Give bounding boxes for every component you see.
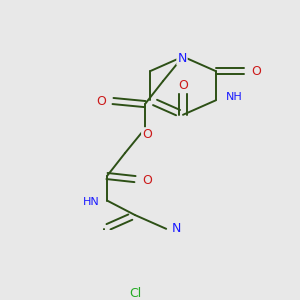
Text: HN: HN — [82, 197, 99, 207]
Text: N: N — [177, 52, 187, 65]
Text: O: O — [142, 174, 152, 187]
Text: Cl: Cl — [129, 286, 141, 300]
Text: N: N — [172, 222, 181, 235]
Text: NH: NH — [226, 92, 242, 102]
Text: O: O — [142, 128, 152, 141]
Text: O: O — [251, 65, 261, 78]
Text: O: O — [96, 94, 106, 107]
Text: O: O — [178, 79, 188, 92]
